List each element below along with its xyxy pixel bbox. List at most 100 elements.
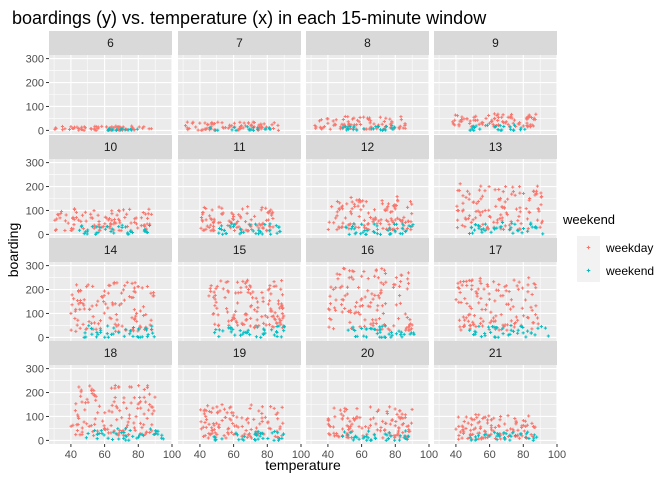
weekday-point bbox=[403, 413, 407, 417]
weekday-point bbox=[501, 323, 505, 327]
weekend-point bbox=[511, 431, 515, 435]
weekday-point bbox=[264, 323, 268, 327]
weekday-point bbox=[72, 222, 76, 227]
weekday-point bbox=[279, 287, 283, 291]
weekday-point bbox=[471, 323, 476, 327]
weekday-point bbox=[350, 200, 354, 204]
facet-strip-label: 6 bbox=[107, 36, 114, 50]
weekend-point bbox=[148, 427, 153, 431]
weekday-point bbox=[148, 323, 152, 327]
weekend-point bbox=[126, 128, 130, 132]
weekday-point bbox=[55, 217, 59, 221]
weekday-point bbox=[348, 308, 352, 312]
weekday-point bbox=[360, 303, 365, 308]
weekday-point bbox=[80, 400, 84, 404]
weekday-point bbox=[142, 387, 146, 392]
weekday-point bbox=[270, 123, 274, 127]
facet-strip bbox=[49, 238, 172, 262]
weekday-point bbox=[489, 319, 493, 323]
weekday-point bbox=[276, 299, 281, 303]
weekend-point bbox=[493, 125, 497, 129]
weekday-point bbox=[347, 269, 352, 273]
weekend-point bbox=[231, 225, 236, 229]
weekday-point bbox=[375, 409, 379, 414]
weekend-point bbox=[346, 127, 351, 131]
weekday-point bbox=[96, 322, 101, 326]
weekend-point bbox=[403, 436, 407, 440]
weekday-point bbox=[400, 423, 404, 427]
weekday-point bbox=[501, 120, 505, 124]
weekday-point bbox=[72, 297, 76, 301]
weekend-point bbox=[145, 230, 150, 235]
legend-marker bbox=[586, 245, 591, 250]
weekday-point bbox=[246, 121, 251, 125]
weekend-point bbox=[128, 332, 132, 336]
weekday-point bbox=[110, 212, 114, 216]
weekday-point bbox=[141, 305, 146, 309]
weekday-point bbox=[451, 120, 455, 124]
weekday-point bbox=[186, 128, 190, 132]
weekday-point bbox=[468, 312, 472, 316]
weekday-point bbox=[63, 228, 67, 233]
weekday-point bbox=[211, 406, 215, 410]
weekday-point bbox=[522, 429, 526, 433]
weekday-point bbox=[366, 211, 371, 215]
weekend-point bbox=[519, 126, 523, 130]
weekday-point bbox=[380, 304, 385, 308]
weekday-point bbox=[327, 220, 331, 224]
weekday-point bbox=[504, 284, 508, 288]
weekday-point bbox=[395, 226, 399, 231]
weekday-point bbox=[133, 217, 137, 221]
weekend-point bbox=[518, 128, 523, 132]
weekday-point bbox=[484, 116, 488, 120]
weekday-point bbox=[337, 201, 342, 205]
weekday-point bbox=[115, 418, 119, 422]
weekday-point bbox=[375, 428, 379, 432]
weekday-point bbox=[505, 428, 509, 432]
weekday-point bbox=[463, 318, 467, 322]
weekday-point bbox=[63, 127, 67, 131]
weekend-point bbox=[257, 228, 261, 232]
weekday-point bbox=[111, 303, 115, 307]
weekend-point bbox=[128, 428, 132, 433]
weekday-point bbox=[147, 392, 152, 396]
weekday-point bbox=[337, 225, 341, 229]
weekend-point bbox=[525, 329, 530, 333]
weekend-point bbox=[495, 226, 499, 230]
weekday-point bbox=[358, 304, 362, 308]
weekday-point bbox=[493, 188, 497, 192]
weekend-point bbox=[535, 435, 539, 439]
weekend-point bbox=[232, 222, 236, 226]
weekday-point bbox=[396, 317, 401, 321]
weekday-point bbox=[330, 205, 334, 209]
weekday-point bbox=[514, 207, 519, 211]
weekday-point bbox=[108, 283, 112, 288]
weekend-point bbox=[500, 128, 504, 132]
weekday-point bbox=[535, 184, 540, 188]
weekend-point bbox=[387, 431, 392, 435]
weekday-point bbox=[487, 414, 491, 418]
weekday-point bbox=[91, 429, 95, 434]
weekday-point bbox=[388, 422, 392, 426]
weekend-point bbox=[277, 324, 281, 328]
weekend-point bbox=[152, 335, 156, 339]
weekend-point bbox=[409, 225, 413, 229]
weekday-point bbox=[376, 276, 380, 280]
weekday-point bbox=[381, 436, 385, 440]
x-tick-label: 80 bbox=[517, 449, 529, 461]
weekday-point bbox=[505, 302, 509, 306]
weekday-point bbox=[249, 123, 254, 127]
weekend-point bbox=[278, 230, 282, 234]
weekday-point bbox=[473, 426, 477, 430]
weekday-point bbox=[85, 397, 89, 401]
weekday-point bbox=[246, 287, 251, 292]
weekday-point bbox=[460, 424, 464, 428]
weekday-point bbox=[499, 437, 503, 441]
weekday-point bbox=[245, 278, 250, 282]
weekday-point bbox=[511, 121, 515, 125]
weekend-point bbox=[353, 334, 358, 339]
y-tick-label: 300 bbox=[26, 54, 44, 66]
weekday-point bbox=[151, 291, 156, 295]
weekday-point bbox=[497, 282, 501, 287]
weekend-point bbox=[217, 334, 221, 339]
